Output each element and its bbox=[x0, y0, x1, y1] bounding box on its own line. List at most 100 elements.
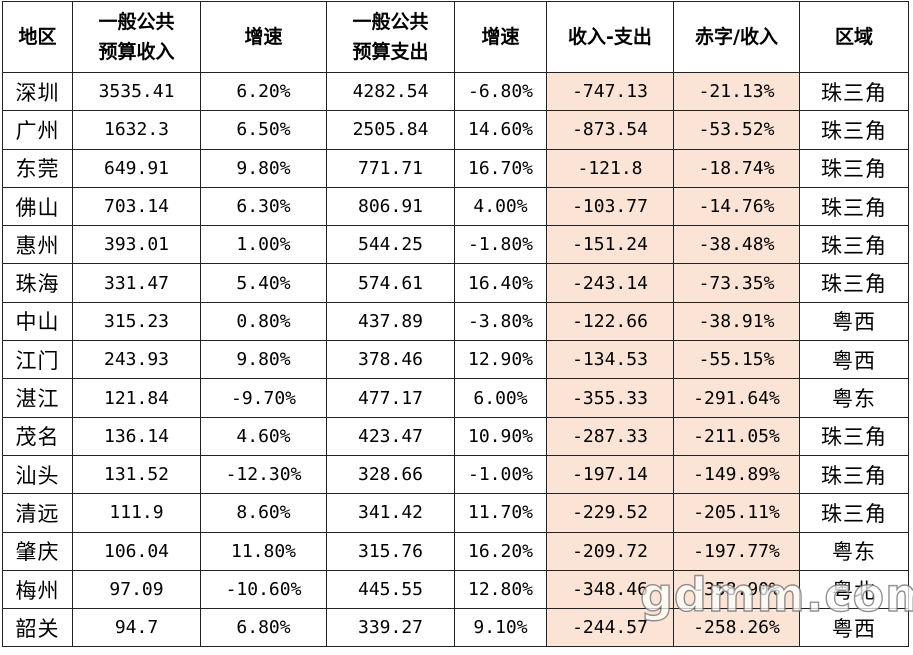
city-cell: 湛江 bbox=[2, 378, 73, 418]
city-cell: 东莞 bbox=[2, 148, 73, 188]
expenditure-growth-cell: 11.70% bbox=[454, 493, 547, 533]
area-cell: 粤西 bbox=[799, 340, 909, 380]
revenue-cell: 97.09 bbox=[72, 569, 201, 610]
area-cell: 珠三角 bbox=[799, 263, 909, 303]
deficit-ratio-cell: -358.90% bbox=[673, 569, 800, 610]
revenue-growth-cell: 4.60% bbox=[200, 416, 327, 456]
balance-cell: -121.8 bbox=[546, 148, 674, 188]
area-cell: 珠三角 bbox=[799, 493, 909, 533]
header-budget-revenue: 一般公共 预算收入 bbox=[72, 1, 201, 73]
expenditure-cell: 544.25 bbox=[326, 225, 455, 265]
expenditure-cell: 315.76 bbox=[326, 531, 455, 571]
balance-cell: -229.52 bbox=[546, 493, 674, 533]
balance-cell: -243.14 bbox=[546, 263, 674, 303]
area-cell: 珠三角 bbox=[799, 110, 909, 150]
revenue-growth-cell: -12.30% bbox=[200, 454, 327, 495]
table-row: 茂名 136.14 4.60% 423.47 10.90% -287.33 -211.05%… bbox=[2, 416, 909, 456]
header-balance: 收入-支出 bbox=[546, 1, 674, 73]
area-cell: 粤东 bbox=[799, 378, 909, 418]
table-row: 惠州 393.01 1.00% 544.25 -1.80% -151.24 -38.48% 珠… bbox=[2, 225, 909, 265]
revenue-growth-cell: 9.80% bbox=[200, 148, 327, 188]
deficit-ratio-cell: -73.35% bbox=[673, 263, 800, 303]
expenditure-growth-cell: 10.90% bbox=[454, 416, 547, 456]
deficit-ratio-cell: -291.64% bbox=[673, 378, 800, 418]
expenditure-growth-cell: 14.60% bbox=[454, 110, 547, 150]
expenditure-cell: 2505.84 bbox=[326, 110, 455, 150]
revenue-cell: 131.52 bbox=[72, 454, 201, 495]
area-cell: 珠三角 bbox=[799, 148, 909, 188]
table-row: 中山 315.23 0.80% 437.89 -3.80% -122.66 -38.91% 粤… bbox=[2, 301, 909, 342]
expenditure-cell: 328.66 bbox=[326, 454, 455, 495]
revenue-cell: 106.04 bbox=[72, 531, 201, 571]
balance-cell: -747.13 bbox=[546, 71, 674, 112]
revenue-cell: 331.47 bbox=[72, 263, 201, 303]
header-revenue-growth: 增速 bbox=[200, 1, 327, 73]
balance-cell: -134.53 bbox=[546, 340, 674, 380]
revenue-growth-cell: 9.80% bbox=[200, 340, 327, 380]
revenue-cell: 315.23 bbox=[72, 301, 201, 342]
deficit-ratio-cell: -14.76% bbox=[673, 186, 800, 227]
revenue-growth-cell: 8.60% bbox=[200, 493, 327, 533]
expenditure-cell: 771.71 bbox=[326, 148, 455, 188]
balance-cell: -122.66 bbox=[546, 301, 674, 342]
area-cell: 珠三角 bbox=[799, 186, 909, 227]
header-row: 地区 一般公共 预算收入 增速 一般公共 预算支出 增速 收入-支出 赤字/收入 区… bbox=[2, 1, 909, 73]
expenditure-growth-cell: 12.90% bbox=[454, 340, 547, 380]
deficit-ratio-cell: -55.15% bbox=[673, 340, 800, 380]
city-cell: 梅州 bbox=[2, 569, 73, 610]
expenditure-cell: 339.27 bbox=[326, 608, 455, 648]
expenditure-growth-cell: -3.80% bbox=[454, 301, 547, 342]
city-cell: 茂名 bbox=[2, 416, 73, 456]
table-row: 清远 111.9 8.60% 341.42 11.70% -229.52 -205.11% 珠… bbox=[2, 493, 909, 533]
city-cell: 江门 bbox=[2, 340, 73, 380]
expenditure-cell: 806.91 bbox=[326, 186, 455, 227]
balance-cell: -244.57 bbox=[546, 608, 674, 648]
expenditure-cell: 437.89 bbox=[326, 301, 455, 342]
area-cell: 粤东 bbox=[799, 531, 909, 571]
deficit-ratio-cell: -38.91% bbox=[673, 301, 800, 342]
area-cell: 粤北 bbox=[799, 569, 909, 610]
city-cell: 肇庆 bbox=[2, 531, 73, 571]
deficit-ratio-cell: -258.26% bbox=[673, 608, 800, 648]
city-cell: 清远 bbox=[2, 493, 73, 533]
city-cell: 韶关 bbox=[2, 608, 73, 648]
expenditure-cell: 341.42 bbox=[326, 493, 455, 533]
revenue-cell: 703.14 bbox=[72, 186, 201, 227]
city-cell: 珠海 bbox=[2, 263, 73, 303]
expenditure-growth-cell: 16.70% bbox=[454, 148, 547, 188]
header-area: 区域 bbox=[799, 1, 909, 73]
revenue-cell: 94.7 bbox=[72, 608, 201, 648]
revenue-cell: 136.14 bbox=[72, 416, 201, 456]
area-cell: 珠三角 bbox=[799, 225, 909, 265]
area-cell: 粤西 bbox=[799, 608, 909, 648]
revenue-cell: 1632.3 bbox=[72, 110, 201, 150]
expenditure-cell: 378.46 bbox=[326, 340, 455, 380]
expenditure-cell: 4282.54 bbox=[326, 71, 455, 112]
city-cell: 深圳 bbox=[2, 71, 73, 112]
table-row: 湛江 121.84 -9.70% 477.17 6.00% -355.33 -291.64%… bbox=[2, 378, 909, 418]
revenue-growth-cell: 6.30% bbox=[200, 186, 327, 227]
expenditure-growth-cell: 16.40% bbox=[454, 263, 547, 303]
revenue-growth-cell: 6.80% bbox=[200, 608, 327, 648]
deficit-ratio-cell: -211.05% bbox=[673, 416, 800, 456]
revenue-growth-cell: 11.80% bbox=[200, 531, 327, 571]
expenditure-growth-cell: -6.80% bbox=[454, 71, 547, 112]
area-cell: 珠三角 bbox=[799, 416, 909, 456]
table-row: 韶关 94.7 6.80% 339.27 9.10% -244.57 -258.26% 粤西 bbox=[2, 608, 909, 648]
balance-cell: -287.33 bbox=[546, 416, 674, 456]
deficit-ratio-cell: -53.52% bbox=[673, 110, 800, 150]
area-cell: 珠三角 bbox=[799, 454, 909, 495]
header-region: 地区 bbox=[2, 1, 73, 73]
expenditure-growth-cell: 16.20% bbox=[454, 531, 547, 571]
table-row: 佛山 703.14 6.30% 806.91 4.00% -103.77 -14.76% 珠三… bbox=[2, 186, 909, 227]
city-cell: 广州 bbox=[2, 110, 73, 150]
balance-cell: -209.72 bbox=[546, 531, 674, 571]
expenditure-growth-cell: -1.00% bbox=[454, 454, 547, 495]
revenue-cell: 649.91 bbox=[72, 148, 201, 188]
deficit-ratio-cell: -205.11% bbox=[673, 493, 800, 533]
area-cell: 珠三角 bbox=[799, 71, 909, 112]
city-cell: 中山 bbox=[2, 301, 73, 342]
header-deficit-ratio: 赤字/收入 bbox=[673, 1, 800, 73]
table-row: 深圳 3535.41 6.20% 4282.54 -6.80% -747.13 -21.13… bbox=[2, 71, 909, 112]
